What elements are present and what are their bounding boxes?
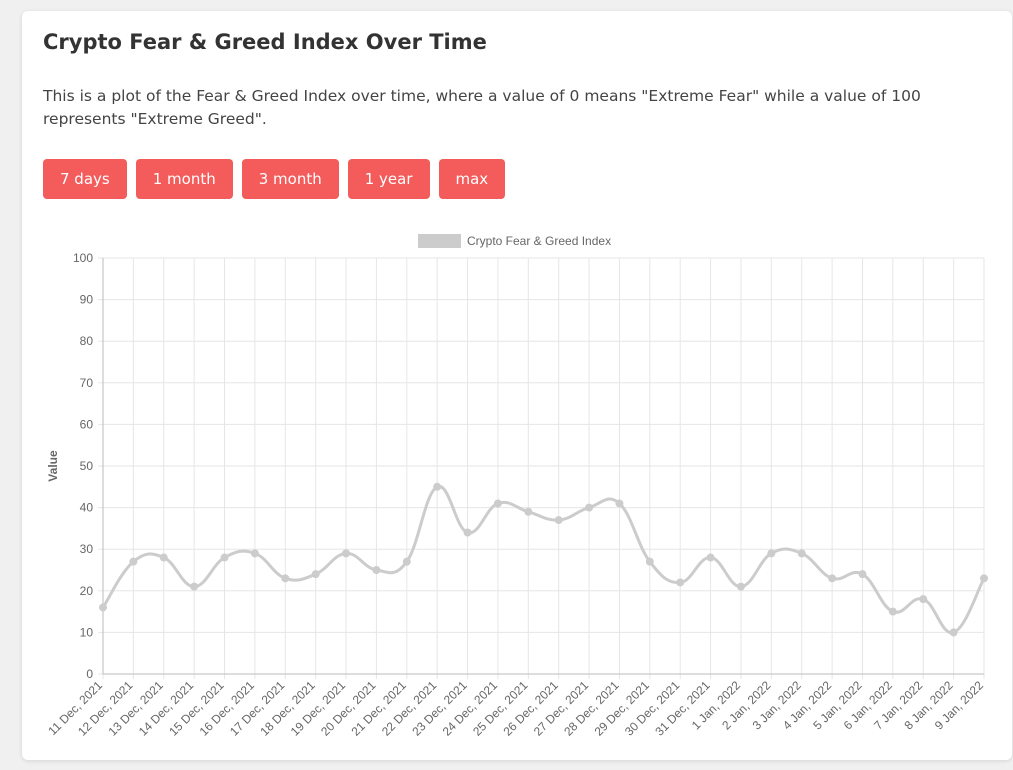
range-button-group: 7 days 1 month 3 month 1 year max [43,159,506,199]
data-point [645,557,654,566]
data-point [828,574,837,583]
y-tick-label: 60 [80,417,94,431]
data-point [433,482,442,491]
data-point [372,566,381,574]
y-axis-title: Value [46,450,60,482]
data-point [858,570,867,579]
data-point [281,574,290,583]
data-point [190,582,199,591]
data-point [676,578,685,587]
data-point [463,528,472,537]
data-point [159,553,168,562]
page-title: Crypto Fear & Greed Index Over Time [43,30,487,54]
data-point [493,499,502,508]
data-point [524,507,533,516]
y-tick-label: 40 [80,501,94,515]
data-point [767,549,776,558]
data-point [99,603,107,612]
data-point [220,553,229,562]
data-point [554,516,563,525]
legend-label: Crypto Fear & Greed Index [467,234,611,248]
data-point [129,557,138,566]
y-tick-label: 50 [80,459,94,473]
data-point [342,549,351,558]
page-description: This is a plot of the Fear & Greed Index… [43,87,921,128]
data-point [250,549,259,558]
range-7-days-button[interactable]: 7 days [43,159,127,199]
data-point [919,595,928,604]
chart-card: Crypto Fear & Greed Index Over Time This… [22,11,1012,760]
range-max-button[interactable]: max [438,159,506,199]
y-tick-label: 90 [80,293,94,307]
data-point [888,607,897,616]
legend-swatch [418,234,461,248]
data-point [585,503,594,512]
y-tick-label: 10 [80,625,94,639]
y-tick-label: 70 [80,376,94,390]
range-1-year-button[interactable]: 1 year [347,159,430,199]
y-tick-label: 30 [80,542,94,556]
data-point [706,553,715,562]
y-tick-label: 0 [86,667,93,681]
data-point [797,549,806,558]
range-3-month-button[interactable]: 3 month [241,159,339,199]
data-point [311,570,320,579]
data-point [980,574,988,583]
range-1-month-button[interactable]: 1 month [135,159,233,199]
series-line [101,485,986,634]
y-tick-label: 20 [80,584,94,598]
y-tick-label: 80 [80,334,94,348]
data-point [949,628,958,637]
data-point [402,557,411,566]
data-point [736,582,745,591]
data-point [615,499,624,508]
y-tick-label: 100 [73,251,93,265]
